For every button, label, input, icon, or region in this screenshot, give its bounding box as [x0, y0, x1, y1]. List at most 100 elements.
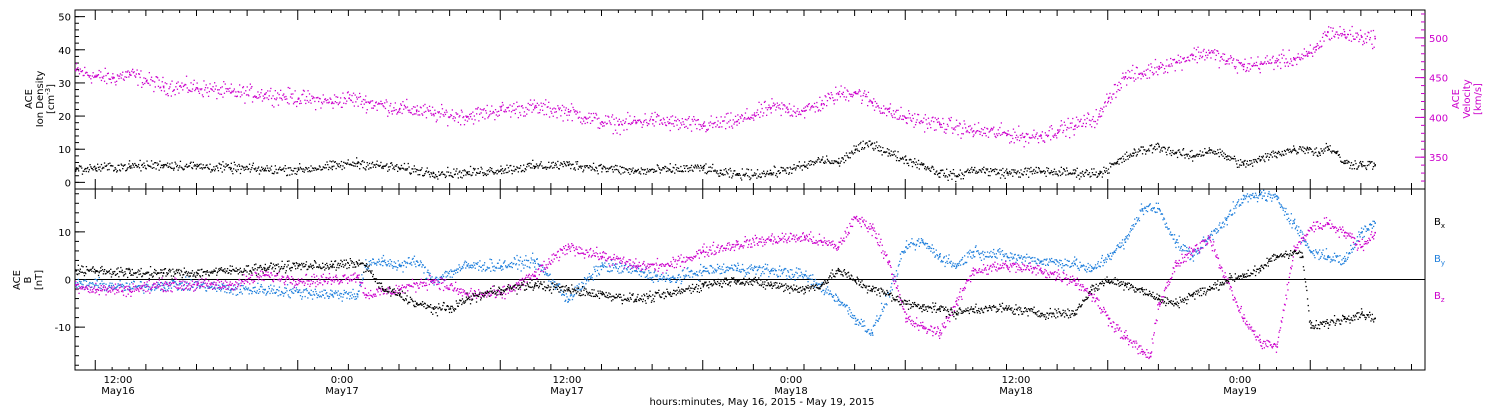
velocity-point [1372, 47, 1374, 50]
density-point [1012, 175, 1014, 177]
velocity-point [173, 89, 175, 91]
density-point [750, 169, 753, 171]
by-point [106, 288, 108, 290]
density-point [78, 165, 81, 167]
density-point [1209, 152, 1211, 154]
density-point [1173, 153, 1176, 155]
velocity-point [804, 117, 806, 119]
velocity-point [1318, 46, 1321, 48]
velocity-point [693, 116, 695, 118]
velocity-point [1023, 146, 1025, 148]
by-point [498, 259, 501, 261]
velocity-point [731, 127, 734, 129]
velocity-point [1357, 34, 1359, 36]
density-point [1071, 173, 1073, 175]
density-point [436, 176, 438, 178]
velocity-point [1250, 57, 1252, 59]
velocity-point [604, 121, 606, 123]
density-point [499, 170, 501, 172]
velocity-point [496, 111, 498, 113]
velocity-point [517, 106, 519, 108]
by-point [641, 271, 643, 273]
density-point [269, 167, 271, 169]
by-point [471, 267, 473, 269]
by-point [513, 262, 515, 265]
velocity-point [762, 115, 764, 117]
density-point [343, 167, 346, 169]
density-point [188, 165, 191, 167]
density-point [1112, 163, 1114, 165]
density-point [207, 166, 209, 169]
velocity-point [1223, 53, 1226, 55]
velocity-point [832, 97, 834, 99]
density-point [1062, 168, 1065, 170]
velocity-point [558, 107, 560, 109]
velocity-point [1015, 137, 1017, 139]
density-point [1059, 174, 1062, 177]
by-point [272, 292, 274, 294]
velocity-point [463, 124, 466, 126]
density-anchor [567, 164, 570, 166]
density-point [557, 160, 559, 163]
velocity-point [710, 115, 712, 117]
by-point [715, 271, 717, 273]
velocity-point [91, 75, 93, 77]
velocity-point [330, 98, 332, 100]
density-point [1321, 150, 1323, 152]
velocity-point [806, 105, 808, 107]
density-point [857, 144, 860, 146]
density-point [933, 168, 935, 171]
density-point [662, 167, 664, 169]
density-point [816, 161, 818, 163]
velocity-point [345, 102, 347, 105]
velocity-point [113, 77, 115, 79]
density-point [600, 163, 602, 166]
by-point [433, 284, 435, 286]
by-point [245, 286, 247, 288]
by-point [595, 265, 597, 267]
density-point [1143, 149, 1145, 151]
density-point [492, 171, 494, 174]
density-point [1023, 171, 1025, 173]
density-point [1057, 175, 1059, 177]
velocity-point [826, 100, 829, 102]
velocity-point [1198, 57, 1201, 60]
density-point [510, 169, 513, 171]
density-point [500, 165, 502, 167]
velocity-point [543, 114, 545, 116]
by-point [407, 262, 409, 265]
density-point [797, 165, 800, 167]
velocity-point [413, 113, 415, 115]
velocity-anchor [888, 111, 890, 113]
density-point [1106, 170, 1108, 172]
velocity-point [612, 133, 614, 135]
velocity-point [575, 113, 577, 115]
velocity-anchor [601, 121, 604, 123]
velocity-point [449, 116, 451, 118]
velocity-point [1164, 71, 1166, 73]
velocity-point [1151, 66, 1153, 68]
density-point [261, 166, 263, 168]
by-point [577, 286, 580, 288]
density-point [1356, 168, 1358, 170]
density-point [1069, 172, 1072, 174]
by-point [717, 267, 719, 269]
density-point [1042, 170, 1044, 173]
density-point [1253, 161, 1255, 163]
velocity-point [1062, 129, 1065, 132]
by-point [743, 270, 745, 272]
density-point [239, 165, 241, 167]
density-point [768, 173, 770, 176]
velocity-point [1155, 71, 1157, 73]
density-point [636, 170, 638, 172]
density-point [1017, 170, 1019, 172]
velocity-point [751, 114, 753, 116]
by-point [331, 290, 333, 292]
velocity-point [769, 108, 772, 110]
velocity-point [560, 115, 562, 117]
velocity-point [1343, 28, 1345, 31]
by-point [606, 270, 609, 272]
velocity-point [876, 105, 879, 107]
density-point [295, 167, 297, 170]
by-point [734, 264, 736, 267]
